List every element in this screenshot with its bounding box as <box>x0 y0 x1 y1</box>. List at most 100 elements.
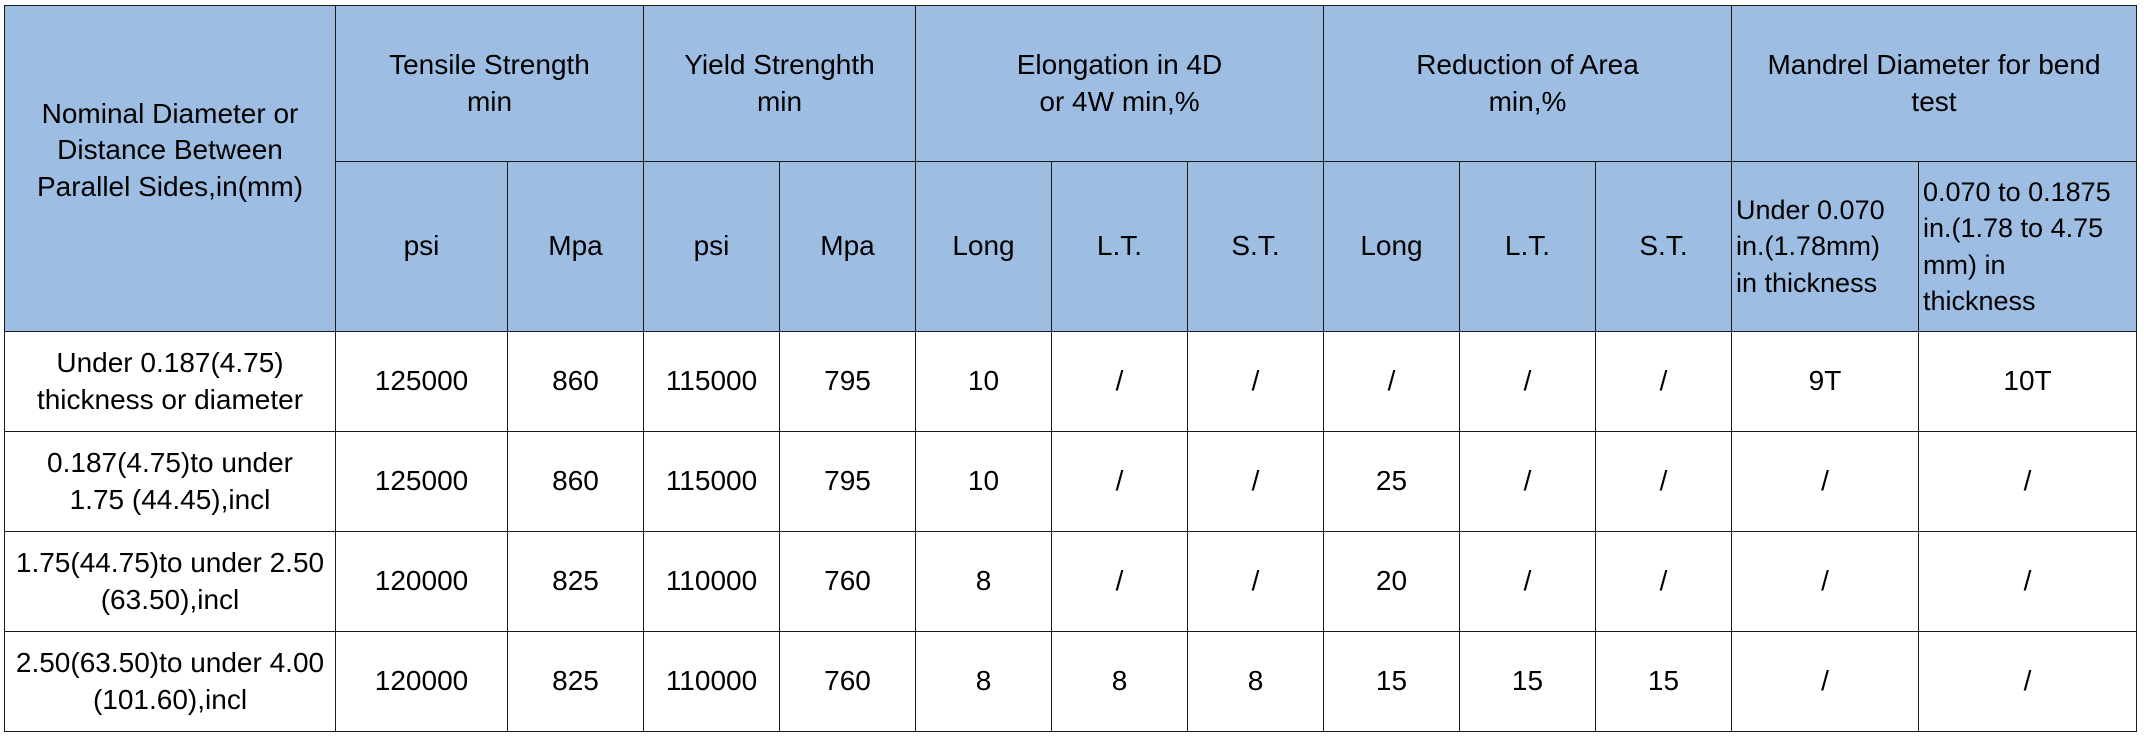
cell-reduction-st: / <box>1595 331 1732 432</box>
header-mandrel-range: 0.070 to 0.1875 in.(1.78 to 4.75 mm) in … <box>1918 161 2137 332</box>
cell-elongation-st: 8 <box>1187 631 1324 732</box>
header-mandrel-line: Mandrel Diameter for bend <box>1767 49 2101 81</box>
header-yield-line: Yield Strenghth <box>684 49 875 81</box>
row-label-line: 0.187(4.75)to under <box>47 447 293 479</box>
header-nominal-line: Nominal Diameter or <box>41 97 299 129</box>
header-reduction-lt: L.T. <box>1459 161 1596 332</box>
header-mandrel-range-line: 0.070 to 0.1875 <box>1923 176 2111 207</box>
cell-reduction-st: / <box>1595 431 1732 532</box>
cell-yield-mpa: 760 <box>779 531 916 632</box>
header-elongation-lt: L.T. <box>1051 161 1188 332</box>
cell-tensile-mpa: 860 <box>507 331 644 432</box>
header-reduction-long: Long <box>1323 161 1460 332</box>
cell-reduction-lt: / <box>1459 531 1596 632</box>
cell-tensile-psi: 120000 <box>335 631 508 732</box>
cell-reduction-long: 20 <box>1323 531 1460 632</box>
row-label: 1.75(44.75)to under 2.50 (63.50),incl <box>4 531 336 632</box>
table-row: 0.187(4.75)to under 1.75 (44.45),incl 12… <box>4 431 2137 532</box>
header-nominal-line: Parallel Sides,in(mm) <box>36 170 304 202</box>
row-label-line: (101.60),incl <box>92 683 248 715</box>
header-mandrel-line: test <box>1911 85 1957 117</box>
header-mandrel-range-line: thickness <box>1923 285 2036 316</box>
header-mandrel-under-line: Under 0.070 <box>1736 194 1885 225</box>
cell-tensile-mpa: 825 <box>507 631 644 732</box>
cell-mandrel-under: / <box>1731 631 1919 732</box>
row-label: 0.187(4.75)to under 1.75 (44.45),incl <box>4 431 336 532</box>
header-elongation-st: S.T. <box>1187 161 1324 332</box>
header-yield-line: min <box>756 85 803 117</box>
header-row-groups: Nominal Diameter or Distance Between Par… <box>4 5 2137 332</box>
table-row: 1.75(44.75)to under 2.50 (63.50),incl 12… <box>4 531 2137 632</box>
cell-elongation-long: 8 <box>915 531 1052 632</box>
cell-reduction-st: 15 <box>1595 631 1732 732</box>
header-row-sub: psi Mpa psi Mpa Long L.T. S.T. Long L.T.… <box>5 161 2137 332</box>
header-reduction-of-area: Reduction of Area min,% <box>1323 5 1732 162</box>
header-reduction-st: S.T. <box>1595 161 1732 332</box>
cell-yield-mpa: 795 <box>779 431 916 532</box>
header-tensile-psi: psi <box>335 161 508 332</box>
row-label-line: 1.75(44.75)to under 2.50 <box>15 547 325 579</box>
cell-elongation-lt: / <box>1051 431 1188 532</box>
cell-mandrel-range: / <box>1918 531 2137 632</box>
header-elongation-line: or 4W min,% <box>1039 85 1200 117</box>
cell-mandrel-under: 9T <box>1731 331 1919 432</box>
cell-reduction-long: / <box>1323 331 1460 432</box>
cell-yield-psi: 115000 <box>643 331 780 432</box>
header-tensile-mpa: Mpa <box>507 161 644 332</box>
header-mandrel-range-line: mm) in <box>1923 249 2006 280</box>
cell-reduction-st: / <box>1595 531 1732 632</box>
header-reduction-line: min,% <box>1488 85 1567 117</box>
header-tensile-line: Tensile Strength <box>389 49 590 81</box>
cell-tensile-mpa: 860 <box>507 431 644 532</box>
cell-elongation-lt: 8 <box>1051 631 1188 732</box>
cell-yield-psi: 110000 <box>643 631 780 732</box>
cell-yield-psi: 115000 <box>643 431 780 532</box>
row-label-line: 2.50(63.50)to under 4.00 <box>15 647 325 679</box>
table-row: 2.50(63.50)to under 4.00 (101.60),incl 1… <box>4 631 2137 732</box>
cell-mandrel-range: 10T <box>1918 331 2137 432</box>
row-label-line: Under 0.187(4.75) <box>56 347 284 379</box>
table-row: Under 0.187(4.75) thickness or diameter … <box>4 331 2137 432</box>
cell-reduction-long: 25 <box>1323 431 1460 532</box>
header-mandrel-under: Under 0.070 in.(1.78mm) in thickness <box>1731 161 1919 332</box>
header-reduction-line: Reduction of Area <box>1416 49 1639 81</box>
header-elongation: Elongation in 4D or 4W min,% <box>915 5 1324 162</box>
cell-mandrel-range: / <box>1918 631 2137 732</box>
header-yield-strength: Yield Strenghth min <box>643 5 916 162</box>
row-label-line: thickness or diameter <box>36 383 304 415</box>
cell-reduction-lt: / <box>1459 331 1596 432</box>
cell-tensile-psi: 125000 <box>335 331 508 432</box>
header-yield-mpa: Mpa <box>779 161 916 332</box>
header-mandrel-range-line: in.(1.78 to 4.75 <box>1923 213 2104 244</box>
header-tensile-line: min <box>466 85 513 117</box>
cell-elongation-st: / <box>1187 431 1324 532</box>
header-nominal-diameter: Nominal Diameter or Distance Between Par… <box>4 5 336 332</box>
header-mandrel-diameter: Mandrel Diameter for bend test <box>1731 5 2137 162</box>
header-elongation-long: Long <box>915 161 1052 332</box>
cell-reduction-lt: / <box>1459 431 1596 532</box>
cell-tensile-psi: 120000 <box>335 531 508 632</box>
row-label: 2.50(63.50)to under 4.00 (101.60),incl <box>4 631 336 732</box>
row-label-line: (63.50),incl <box>100 583 240 615</box>
header-elongation-line: Elongation in 4D <box>1016 49 1223 81</box>
cell-mandrel-range: / <box>1918 431 2137 532</box>
cell-yield-mpa: 795 <box>779 331 916 432</box>
header-tensile-strength: Tensile Strength min <box>335 5 644 162</box>
cell-elongation-long: 10 <box>915 331 1052 432</box>
cell-mandrel-under: / <box>1731 431 1919 532</box>
cell-elongation-st: / <box>1187 331 1324 432</box>
header-mandrel-under-line: in.(1.78mm) <box>1736 231 1881 262</box>
header-yield-psi: psi <box>643 161 780 332</box>
row-label: Under 0.187(4.75) thickness or diameter <box>4 331 336 432</box>
cell-tensile-mpa: 825 <box>507 531 644 632</box>
cell-yield-mpa: 760 <box>779 631 916 732</box>
cell-elongation-long: 10 <box>915 431 1052 532</box>
cell-tensile-psi: 125000 <box>335 431 508 532</box>
header-mandrel-under-line: in thickness <box>1736 267 1878 298</box>
cell-reduction-lt: 15 <box>1459 631 1596 732</box>
cell-mandrel-under: / <box>1731 531 1919 632</box>
header-nominal-line: Distance Between <box>57 134 283 166</box>
cell-elongation-lt: / <box>1051 331 1188 432</box>
row-label-line: 1.75 (44.45),incl <box>69 483 271 515</box>
properties-table: Nominal Diameter or Distance Between Par… <box>4 5 2137 732</box>
